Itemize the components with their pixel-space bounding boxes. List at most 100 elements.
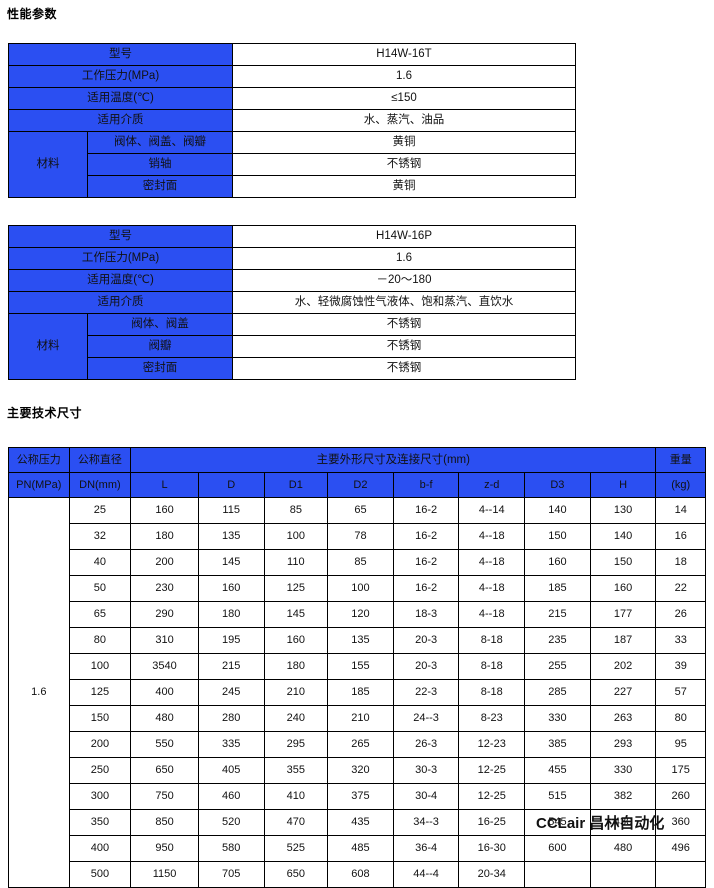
cell-bf: 16-2 bbox=[392, 497, 460, 524]
cell-L: 950 bbox=[130, 835, 199, 862]
header-dn-1: 公称直径 bbox=[68, 447, 132, 473]
cell-H: 480 bbox=[589, 835, 657, 862]
cell-kg: 360 bbox=[655, 809, 706, 836]
material-row-label: 销轴 bbox=[87, 153, 233, 176]
cell-bf: 34--3 bbox=[392, 809, 460, 836]
cell-D2: 155 bbox=[327, 653, 394, 680]
cell-D: 115 bbox=[197, 497, 265, 524]
cell-D: 180 bbox=[197, 601, 265, 628]
spec-row: 工作压力(MPa) 1.6 bbox=[8, 247, 576, 270]
material-row: 密封面 不锈钢 bbox=[9, 357, 576, 380]
material-row: 材料 阀体、阀盖、阀瓣 黄铜 bbox=[8, 131, 576, 198]
material-row-label: 密封面 bbox=[87, 357, 233, 380]
cell-D2: 608 bbox=[327, 861, 394, 888]
cell-D1: 125 bbox=[263, 575, 329, 602]
cell-H: 150 bbox=[589, 549, 657, 576]
cell-kg: 57 bbox=[655, 679, 706, 706]
cell-D3: 285 bbox=[524, 679, 591, 706]
cell-D3: 150 bbox=[524, 523, 591, 550]
material-row-label: 密封面 bbox=[87, 175, 233, 198]
cell-D: 405 bbox=[197, 757, 265, 784]
cell-D1: 240 bbox=[263, 705, 329, 732]
cell-D: 245 bbox=[197, 679, 265, 706]
cell-kg: 22 bbox=[655, 575, 706, 602]
cell-D3: 215 bbox=[524, 601, 591, 628]
dim-header-row-1: 公称压力 公称直径 主要外形尺寸及连接尺寸(mm) 重量 bbox=[8, 447, 706, 473]
cell-D2: 210 bbox=[327, 705, 394, 732]
header-sub-D3: D3 bbox=[524, 472, 591, 498]
spec-row: 适用介质 水、轻微腐蚀性气液体、饱和蒸汽、直饮水 bbox=[8, 291, 576, 314]
table-row: 300 750 460 410 375 30-4 12-25 515 382 260 bbox=[9, 783, 706, 810]
cell-H: 202 bbox=[589, 653, 657, 680]
spec-row: 型号 H14W-16P bbox=[8, 225, 576, 248]
cell-bf: 30-4 bbox=[392, 783, 460, 810]
header-dn-2: DN(mm) bbox=[68, 472, 132, 498]
cell-dn: 80 bbox=[68, 627, 132, 654]
dimension-table-body: 公称压力 公称直径 主要外形尺寸及连接尺寸(mm) 重量 PN(MPa) DN(mm) L D… bbox=[8, 447, 706, 888]
cell-D: 460 bbox=[197, 783, 265, 810]
cell-H: 187 bbox=[589, 627, 657, 654]
cell-zd: 4--14 bbox=[458, 497, 526, 524]
cell-dn: 300 bbox=[68, 783, 132, 810]
material-row-value: 不锈钢 bbox=[232, 357, 576, 380]
cell-D: 520 bbox=[197, 809, 265, 836]
cell-D2: 135 bbox=[327, 627, 394, 654]
material-row-value: 不锈钢 bbox=[232, 335, 576, 358]
cell-dn: 200 bbox=[68, 731, 132, 758]
cell-D1: 85 bbox=[263, 497, 329, 524]
table-row: 65 290 180 145 120 18-3 4--18 215 177 26 bbox=[9, 601, 706, 628]
cell-D: 145 bbox=[197, 549, 265, 576]
spec-row-label: 型号 bbox=[8, 43, 233, 66]
cell-zd: 8-18 bbox=[458, 627, 526, 654]
cell-H: 130 bbox=[589, 497, 657, 524]
cell-bf: 36-4 bbox=[392, 835, 460, 862]
cell-H: 430 bbox=[589, 809, 657, 836]
material-row-label: 阀体、阀盖 bbox=[87, 313, 233, 336]
spec-row-value: H14W-16P bbox=[232, 225, 576, 248]
header-sub-D: D bbox=[197, 472, 265, 498]
material-row: 密封面 黄铜 bbox=[9, 175, 576, 198]
cell-zd: 12-25 bbox=[458, 783, 526, 810]
cell-L: 750 bbox=[130, 783, 199, 810]
table-row: 100 3540 215 180 155 20-3 8-18 255 202 39 bbox=[9, 653, 706, 680]
spec-row-value: H14W-16T bbox=[232, 43, 576, 66]
cell-D: 580 bbox=[197, 835, 265, 862]
spec-row-label: 型号 bbox=[8, 225, 233, 248]
table-row: 500 1150 705 650 608 44--4 20-34 bbox=[9, 861, 706, 888]
cell-D2: 320 bbox=[327, 757, 394, 784]
spec-row-value: 水、蒸汽、油品 bbox=[232, 109, 576, 132]
cell-dn: 65 bbox=[68, 601, 132, 628]
cell-bf: 16-2 bbox=[392, 549, 460, 576]
table-row: 32 180 135 100 78 16-2 4--18 150 140 16 bbox=[9, 523, 706, 550]
spec-row-value: 1.6 bbox=[232, 247, 576, 270]
table-row: 350 850 520 470 435 34--3 16-25 545 430 360 bbox=[9, 809, 706, 836]
header-sub-H: H bbox=[589, 472, 657, 498]
cell-dn: 40 bbox=[68, 549, 132, 576]
spec-table-1-body: 型号 H14W-16T 工作压力(MPa) 1.6 适用温度(℃) ≤150 适用介质 水、蒸… bbox=[8, 43, 576, 198]
header-weight-2: (kg) bbox=[655, 472, 706, 498]
cell-D3: 515 bbox=[524, 783, 591, 810]
header-group: 主要外形尺寸及连接尺寸(mm) bbox=[130, 447, 657, 473]
cell-D3: 455 bbox=[524, 757, 591, 784]
page-title-performance: 性能参数 bbox=[7, 7, 58, 21]
cell-D3: 160 bbox=[524, 549, 591, 576]
cell-D: 160 bbox=[197, 575, 265, 602]
cell-dn: 350 bbox=[68, 809, 132, 836]
header-pn-1: 公称压力 bbox=[8, 447, 70, 473]
cell-D1: 525 bbox=[263, 835, 329, 862]
cell-zd: 16-30 bbox=[458, 835, 526, 862]
cell-kg: 26 bbox=[655, 601, 706, 628]
spec-row-label: 适用介质 bbox=[8, 291, 233, 314]
cell-D1: 470 bbox=[263, 809, 329, 836]
spec-table-H14W-16T: 型号 H14W-16T 工作压力(MPa) 1.6 适用温度(℃) ≤150 适用介质 水、蒸… bbox=[8, 43, 576, 198]
cell-D1: 100 bbox=[263, 523, 329, 550]
header-pn-2: PN(MPa) bbox=[8, 472, 70, 498]
spec-row-value: 1.6 bbox=[232, 65, 576, 88]
cell-D: 335 bbox=[197, 731, 265, 758]
cell-D2: 185 bbox=[327, 679, 394, 706]
cell-D1: 145 bbox=[263, 601, 329, 628]
cell-L: 650 bbox=[130, 757, 199, 784]
table-row: 250 650 405 355 320 30-3 12-25 455 330 175 bbox=[9, 757, 706, 784]
cell-D3: 545 bbox=[524, 809, 591, 836]
cell-L: 480 bbox=[130, 705, 199, 732]
